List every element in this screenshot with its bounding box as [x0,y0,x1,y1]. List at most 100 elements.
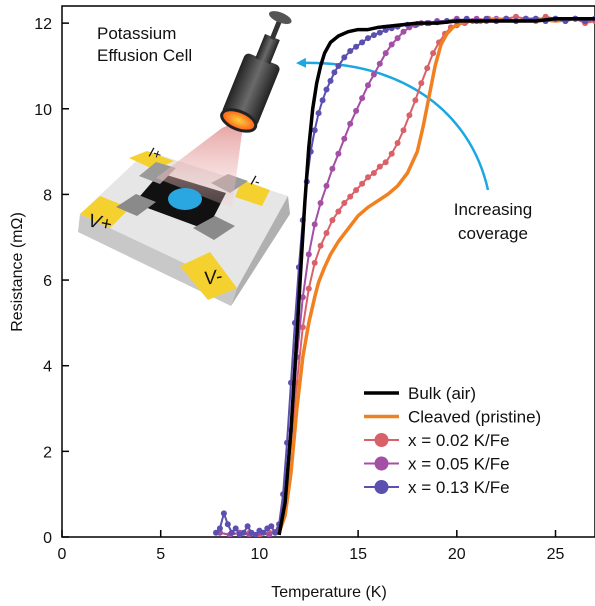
series-3-point [335,150,342,157]
series-2-point [430,50,437,57]
series-4-point [347,48,354,54]
series-2-point [329,217,336,224]
x-tick-label: 15 [349,546,367,563]
series-4-point [311,127,318,134]
legend-label-2: x = 0.02 K/Fe [408,431,510,450]
legend: Bulk (air) Cleaved (pristine) x = 0.02 K/F… [364,384,541,497]
series-4-point [370,32,377,39]
series-2-point [406,112,413,119]
series-2-point [382,159,389,166]
coverage-label: Increasing coverage [454,200,532,243]
potassium-beam [156,118,244,208]
series-3-point [353,107,360,114]
series-line-0 [277,17,595,536]
y-axis-label: Resistance (mΩ) [9,212,26,332]
series-3-point [394,35,401,42]
series-line-4 [215,17,595,536]
series-3-point [266,531,273,537]
electrode-bottom-left [116,194,156,216]
series-3-point [305,251,312,258]
series-3-point [329,165,336,172]
device-illustration: I+ I- V+ V- [78,118,290,306]
series-2-point [311,259,318,266]
y-tick-label: 0 [43,530,52,547]
effusion-cell-icon [220,11,292,133]
series-layer [213,13,595,537]
label-v-minus: V- [202,266,224,290]
effusion-cell-opening [220,108,258,133]
legend-label-1: Cleaved (pristine) [408,408,541,427]
series-3-point [382,50,389,57]
series-4-point [382,27,389,33]
series-2-point [317,242,324,249]
series-3-point [400,28,407,35]
series-4-point [224,521,231,528]
series-3-point [347,120,354,127]
series-4-point [228,529,235,536]
x-tick-label: 0 [58,546,67,563]
legend-label-4: x = 0.13 K/Fe [408,478,510,497]
series-2-point [323,230,330,236]
series-4-point [260,529,267,536]
label-i-plus: I+ [147,144,163,163]
series-line-2 [219,15,595,536]
coverage-spot [168,188,202,210]
series-4-point [327,77,334,84]
series-2-point [400,127,407,134]
legend-label-0: Bulk (air) [408,384,476,403]
series-3-point [359,95,366,102]
series-2-point [299,324,306,331]
legend-label-3: x = 0.05 K/Fe [408,455,510,474]
series-2-point [424,65,431,72]
legend-marker-4 [374,480,389,494]
series-2-point [513,13,519,20]
electrode-top-left [139,162,176,184]
series-4-point [359,39,366,46]
series-2-point [388,150,395,157]
series-2-point [347,193,354,200]
series-4-point [331,69,338,76]
y-tick-label: 12 [34,16,52,33]
series-2-point [418,80,425,87]
series-4-point [319,97,326,104]
series-4-point [272,529,279,536]
series-2-point [365,174,371,181]
series-4-point [341,54,348,61]
series-4-point [376,29,383,36]
x-tick-label: 10 [251,546,269,563]
series-3-point [311,221,318,228]
series-2-point [353,187,360,194]
axis-ticks: 0 5 10 15 20 25 0 2 4 6 8 10 12 [34,16,564,563]
effusion-label: Potassium Effusion Cell [97,24,192,65]
x-tick-label: 25 [547,546,565,563]
series-4-point [240,529,247,536]
legend-marker-2 [374,433,389,447]
y-tick-label: 2 [43,444,52,461]
series-4-point [252,531,259,537]
series-4-point [232,525,239,532]
electrode-bottom-right [193,216,235,240]
series-3-point [370,71,377,78]
series-4-point [268,523,275,530]
label-v-plus: V+ [86,210,114,235]
series-4-point [323,86,330,93]
series-3-point [341,135,348,142]
series-4-point [216,525,223,532]
series-3-point [317,200,324,206]
legend-marker-3 [374,456,389,471]
y-tick-label: 8 [43,187,52,204]
y-tick-label: 4 [43,359,52,376]
series-2-point [412,97,419,104]
series-4-point [353,43,360,50]
series-3-point [376,60,383,67]
series-4-point [315,110,322,117]
series-3-point [299,294,306,301]
substrate-edge-right [231,196,290,306]
series-2-point [376,163,383,170]
series-2-point [359,180,366,187]
series-3-point [388,41,395,48]
series-2-point [335,208,342,215]
series-3-point [323,182,330,189]
series-4-point [220,510,227,517]
